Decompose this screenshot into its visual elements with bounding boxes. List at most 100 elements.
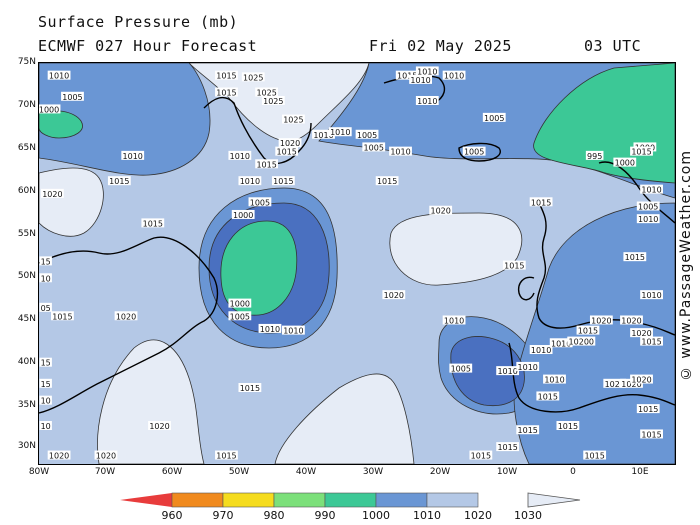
contour-label: 1005: [484, 114, 504, 123]
contour-label: 10: [41, 422, 51, 431]
lon-label: 20W: [429, 467, 451, 477]
contour-label-bg: [231, 209, 255, 219]
contour-label: 1000: [233, 211, 253, 220]
contour-label: 15: [41, 380, 51, 389]
contour-label: 1015: [397, 72, 417, 81]
contour-label: 1000: [39, 105, 59, 114]
contour-label-bg: [39, 421, 52, 431]
contour-label: 1015: [109, 177, 129, 186]
contour-label-bg: [228, 150, 252, 160]
contour-label-bg: [469, 450, 493, 460]
contour-label-bg: [238, 176, 262, 186]
contour-label: 1020: [42, 190, 62, 199]
contour-label-bg: [39, 378, 52, 388]
colorbar-segment: [426, 492, 479, 508]
contour-label-bg: [51, 311, 74, 321]
contour-label: 1020: [431, 207, 451, 216]
contour-label: 1015: [558, 422, 578, 431]
contour-label-bg: [549, 338, 573, 348]
contour-label: 1010: [641, 291, 661, 300]
contour-label: 1010: [330, 128, 350, 137]
colorbar-segment: [375, 492, 428, 508]
contour-label-bg: [255, 87, 279, 97]
contour-label: 1015: [52, 312, 72, 321]
contour-label: 1010: [49, 72, 69, 81]
contour-label: 1005: [250, 198, 270, 207]
contour-label-bg: [39, 357, 52, 367]
colorbar-left-arrow: [120, 493, 172, 507]
contour-label-bg: [640, 429, 663, 439]
colorbar-label: 960: [161, 509, 183, 522]
contour-label: 1025: [256, 89, 276, 98]
contour-label: 1005: [357, 131, 377, 140]
contour-label-bg: [429, 205, 453, 215]
contour-label-bg: [258, 323, 282, 333]
lon-label: 50W: [228, 467, 250, 477]
contour-label-bg: [543, 374, 566, 384]
lon-label: 80W: [28, 467, 50, 477]
colorbar-segment: [273, 492, 326, 508]
colorbar-label: 980: [263, 509, 285, 522]
low-pressure-band-north: [39, 63, 211, 176]
forecast-date: Fri 02 May 2025: [369, 37, 512, 55]
contour-label-bg: [278, 138, 302, 148]
contour-label-bg: [107, 176, 131, 186]
contour-label-bg: [362, 142, 386, 152]
contour-label: 1010: [283, 327, 303, 336]
contour-label: 1000: [230, 300, 250, 309]
contour-label-bg: [238, 383, 262, 393]
contour-label-bg: [215, 70, 238, 80]
contour-label: 1015: [631, 148, 651, 157]
contour-label: 1010: [544, 376, 564, 385]
contour-label-bg: [516, 425, 540, 435]
contour-label-bg: [282, 114, 305, 124]
contour-label-bg: [39, 395, 52, 405]
contour-label-bg: [261, 95, 285, 105]
contour-label-bg: [462, 146, 486, 156]
lat-label: 50N: [17, 271, 36, 281]
contour-label: 1020: [149, 422, 169, 431]
contour-label-bg: [415, 66, 439, 76]
contour-label-bg: [312, 129, 335, 139]
contour-label-bg: [536, 391, 560, 401]
contour-label: 1020: [621, 380, 641, 389]
colorbar-segment: [222, 492, 275, 508]
contour-label-bg: [529, 345, 553, 355]
contour-label-bg: [585, 150, 604, 160]
contour-label-bg: [275, 146, 299, 156]
contour-label-bg: [613, 157, 637, 167]
contour-label: 1015: [273, 177, 293, 186]
contour-label-bg: [620, 315, 643, 325]
contour-label: 1020: [384, 291, 404, 300]
contour-label: 1015: [377, 177, 397, 186]
contour-label: 10: [41, 397, 51, 406]
colorbar-label: 1010: [413, 509, 441, 522]
colorbar: [120, 492, 581, 508]
contour-label: 1015: [531, 198, 551, 207]
contour-label-bg: [255, 159, 279, 169]
contour-label: 1015: [497, 443, 517, 452]
contour-label: 1015: [471, 452, 491, 461]
contour-label: 1015: [638, 405, 658, 414]
contour-label: 1010: [410, 76, 430, 85]
contour-label-bg: [409, 74, 432, 84]
lon-label: 40W: [295, 467, 317, 477]
colorbar-label: 1000: [362, 509, 390, 522]
contour-label-bg: [382, 290, 406, 300]
contour-label: 1020: [49, 452, 69, 461]
contour-label: 1015: [216, 72, 236, 81]
lat-label: 75N: [17, 57, 36, 67]
high-pressure-band-mid-atlantic: [389, 212, 523, 286]
contour-label: 1020: [605, 380, 625, 389]
lon-label: 10E: [631, 467, 649, 477]
contour-label-bg: [449, 363, 473, 373]
contour-label: 1010: [531, 346, 551, 355]
contour-label-bg: [271, 176, 295, 186]
contour-label-bg: [39, 256, 52, 266]
contour-label: 1005: [62, 93, 82, 102]
pressure-map[interactable]: 1010 1005 1000 1010 1015 1020 1015 1015 1015 1025…: [38, 62, 676, 465]
lat-label: 55N: [17, 229, 36, 239]
contour-label: 1015: [256, 160, 276, 169]
contour-label-bg: [636, 404, 660, 414]
contour-label-bg: [228, 311, 252, 321]
